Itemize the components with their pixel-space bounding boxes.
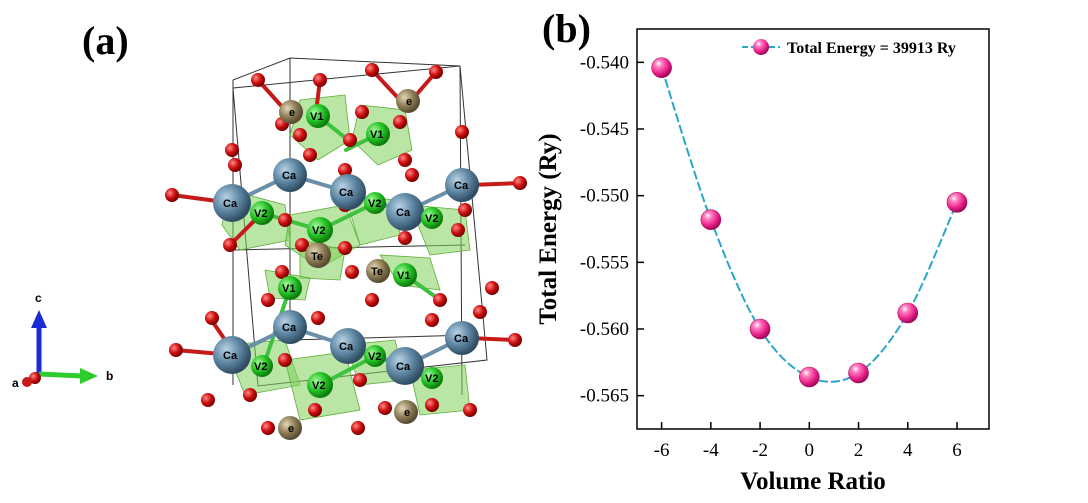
x-tick-label: 4 [903,440,913,461]
atom-label: Ca [454,333,469,345]
atom-label: V2 [425,213,438,225]
legend: Total Energy = 39913 Ry [742,39,956,57]
y-tick-label: -0.555 [580,252,629,273]
data-point [749,318,771,340]
x-tick-label: -4 [703,440,719,461]
x-tick-label: 0 [805,440,815,461]
data-point [946,192,968,213]
atom-label: V2 [312,380,325,392]
energy-volume-chart: -0.540 -0.545 -0.550 -0.555 -0.560 -0.565 -6 -… [535,28,990,495]
atom-label: Te [311,251,323,263]
x-axis-title: Volume Ratio [740,468,886,495]
atom-label: V2 [254,361,267,373]
axis-c-label: c [35,291,42,305]
y-tick-label: -0.540 [580,52,629,73]
atom-label: V1 [397,270,410,282]
atom-label: e [404,407,410,419]
y-tick-label: -0.560 [580,319,629,340]
atom-labels: Ca Ca Ca Ca Ca Ca Ca Ca Ca Ca V1 V1 V1 V… [223,96,469,435]
atom-label: Ca [223,198,238,210]
y-tick-label: -0.545 [580,119,629,140]
lattice-axes-indicator: c a b [12,291,113,390]
axis-a-label: a [12,376,19,390]
x-tick-label: 6 [952,440,962,461]
atom-label: Ca [396,361,411,373]
x-tick-label: -2 [752,440,768,461]
x-tick-label: -6 [654,440,670,461]
atom-label: V2 [312,225,325,237]
x-tick-label: 2 [854,440,864,461]
atom-label: Ca [282,170,297,182]
y-axis-title: Total Energy (Ry) [535,133,562,324]
axis-b-label: b [106,369,113,383]
atom-label: V2 [254,208,267,220]
atom-label: Ca [454,180,469,192]
data-point [700,209,722,230]
legend-marker [753,39,769,55]
legend-label: Total Energy = 39913 Ry [787,40,956,57]
atom-label: V1 [282,283,295,295]
tellurium-atoms [278,89,420,440]
atom-label: e [288,423,294,435]
crystal-structure: Ca Ca Ca Ca Ca Ca Ca Ca Ca Ca V1 V1 V1 V… [165,57,527,440]
atom-label: Te [371,266,383,278]
data-point [897,302,919,324]
panel-label-b: (b) [542,6,591,51]
vanadium-atoms [250,104,443,398]
data-point [799,366,820,388]
atom-label: Ca [339,187,354,199]
atom-label: V1 [370,129,383,141]
panel-label-a: (a) [82,18,129,63]
atom-label: Ca [339,341,354,353]
oxygen-atoms [165,63,527,435]
y-tick-label: -0.550 [580,186,629,207]
atom-label: V2 [368,351,381,363]
atom-label: e [406,96,412,108]
calcium-atoms [213,158,479,385]
atom-label: Ca [396,207,411,219]
plot-frame [636,28,990,430]
data-point [848,362,869,384]
atom-label: V1 [310,111,323,123]
atom-label: Ca [282,322,297,334]
data-point [651,57,672,78]
atom-label: V2 [425,373,438,385]
atom-label: Ca [223,350,238,362]
y-tick-label: -0.565 [580,386,629,407]
atom-label: V2 [368,198,381,210]
atom-label: e [289,107,295,119]
